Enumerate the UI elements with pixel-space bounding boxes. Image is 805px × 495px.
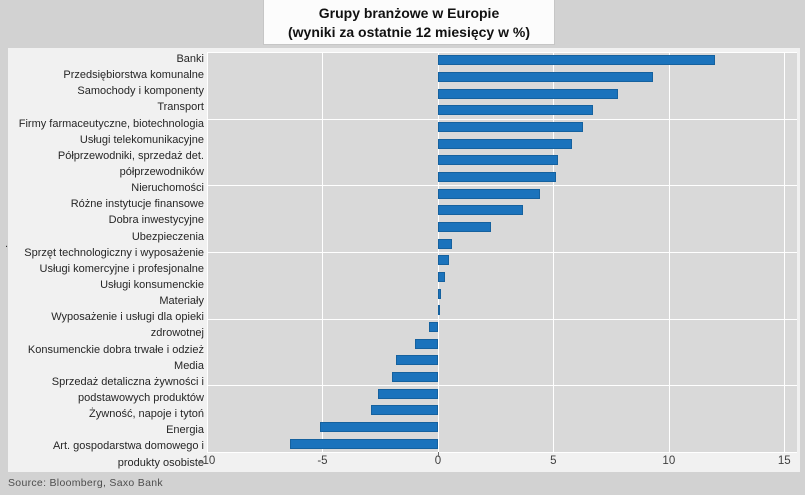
bar-1 bbox=[437, 55, 715, 66]
bar-18 bbox=[414, 338, 438, 349]
stray-dot-artifact: . bbox=[5, 238, 9, 250]
x-tick-label-0: 0 bbox=[434, 455, 442, 467]
chart-title-line2: (wyniki za ostatnie 12 miesięcy w %) bbox=[288, 24, 530, 40]
category-label-row-15: Usługi konsumenckie bbox=[100, 278, 204, 291]
category-label-row-23: Energia bbox=[166, 424, 204, 437]
category-label-row-9: Nieruchomości bbox=[131, 182, 204, 195]
bar-21 bbox=[377, 388, 438, 399]
bar-24 bbox=[290, 438, 438, 449]
bar-15 bbox=[437, 288, 442, 299]
bar-7 bbox=[437, 155, 558, 166]
horizontal-gridline bbox=[207, 452, 797, 453]
source-note: Source: Bloomberg, Saxo Bank bbox=[8, 477, 163, 489]
category-label-row-13: Sprzęt technologiczny i wyposażenie bbox=[24, 246, 204, 259]
category-label-row-12: Ubezpieczenia bbox=[131, 230, 204, 243]
category-label-row-19: Media bbox=[174, 359, 204, 372]
category-label-row-17: Wyposażenie i usługi dla opieki bbox=[51, 311, 204, 324]
bar-12 bbox=[437, 238, 452, 249]
category-label-row-21: podstawowych produktów bbox=[78, 391, 204, 404]
horizontal-gridline bbox=[207, 385, 797, 386]
bar-9 bbox=[437, 188, 540, 199]
bar-3 bbox=[437, 88, 619, 99]
horizontal-gridline bbox=[207, 185, 797, 186]
category-label-row-10: Różne instytucje finansowe bbox=[70, 198, 204, 211]
horizontal-gridline bbox=[207, 52, 797, 53]
horizontal-gridline bbox=[207, 319, 797, 320]
category-label-row-3: Samochody i komponenty bbox=[77, 85, 204, 98]
x-tick-label--5: -5 bbox=[317, 455, 328, 467]
bar-22 bbox=[370, 405, 438, 416]
category-label-row-22: Żywność, napoje i tytoń bbox=[89, 408, 204, 421]
category-label-row-7: Półprzewodniki, sprzedaż det. bbox=[57, 149, 204, 162]
bar-4 bbox=[437, 105, 593, 116]
category-label-row-14: Usługi komercyjne i profesjonalne bbox=[39, 262, 204, 275]
bar-11 bbox=[437, 222, 492, 232]
chart-title-line1: Grupy branżowe w Europie bbox=[318, 5, 500, 21]
x-tick-label-10: 10 bbox=[662, 455, 676, 467]
category-label-row-24: produkty osobiste bbox=[117, 456, 204, 469]
horizontal-gridline bbox=[207, 119, 797, 120]
category-label-row-1: Banki bbox=[176, 53, 204, 65]
category-label-row-2: Przedsiębiorstwa komunalne bbox=[63, 69, 204, 82]
category-label-row-17: zdrowotnej bbox=[150, 327, 204, 340]
category-label-row-20: Sprzedaż detaliczna żywności i bbox=[51, 375, 204, 388]
chart-title-box: Grupy branżowe w Europie (wyniki za osta… bbox=[263, 0, 555, 45]
zero-tick-mark bbox=[437, 452, 439, 457]
bar-16 bbox=[437, 305, 441, 316]
bar-10 bbox=[437, 205, 524, 216]
bar-2 bbox=[437, 72, 653, 82]
x-tick-label--10: -10 bbox=[198, 455, 216, 467]
bar-19 bbox=[396, 355, 438, 366]
bar-8 bbox=[437, 172, 556, 182]
category-label-row-4: Transport bbox=[157, 101, 204, 114]
bar-17 bbox=[428, 322, 438, 332]
horizontal-gridline bbox=[207, 252, 797, 253]
bar-14 bbox=[437, 272, 445, 282]
category-label-row-24: Art. gospodarstwa domowego i bbox=[52, 440, 204, 453]
category-label-row-5: Firmy farmaceutyczne, biotechnologia bbox=[18, 117, 204, 130]
plot-area bbox=[207, 52, 797, 453]
category-label-row-8: półprzewodników bbox=[119, 165, 204, 178]
x-tick-label-15: 15 bbox=[777, 455, 791, 467]
category-label-row-11: Dobra inwestycyjne bbox=[108, 214, 204, 227]
bar-13 bbox=[437, 255, 450, 266]
category-label-row-6: Usługi telekomunikacyjne bbox=[79, 133, 204, 146]
bar-20 bbox=[391, 372, 438, 382]
category-label-row-16: Materiały bbox=[159, 295, 204, 308]
bar-23 bbox=[320, 422, 438, 432]
bar-5 bbox=[437, 122, 584, 132]
category-label-row-18: Konsumenckie dobra trwałe i odzież bbox=[27, 343, 204, 356]
x-tick-label-5: 5 bbox=[550, 455, 557, 467]
bar-6 bbox=[437, 138, 572, 149]
